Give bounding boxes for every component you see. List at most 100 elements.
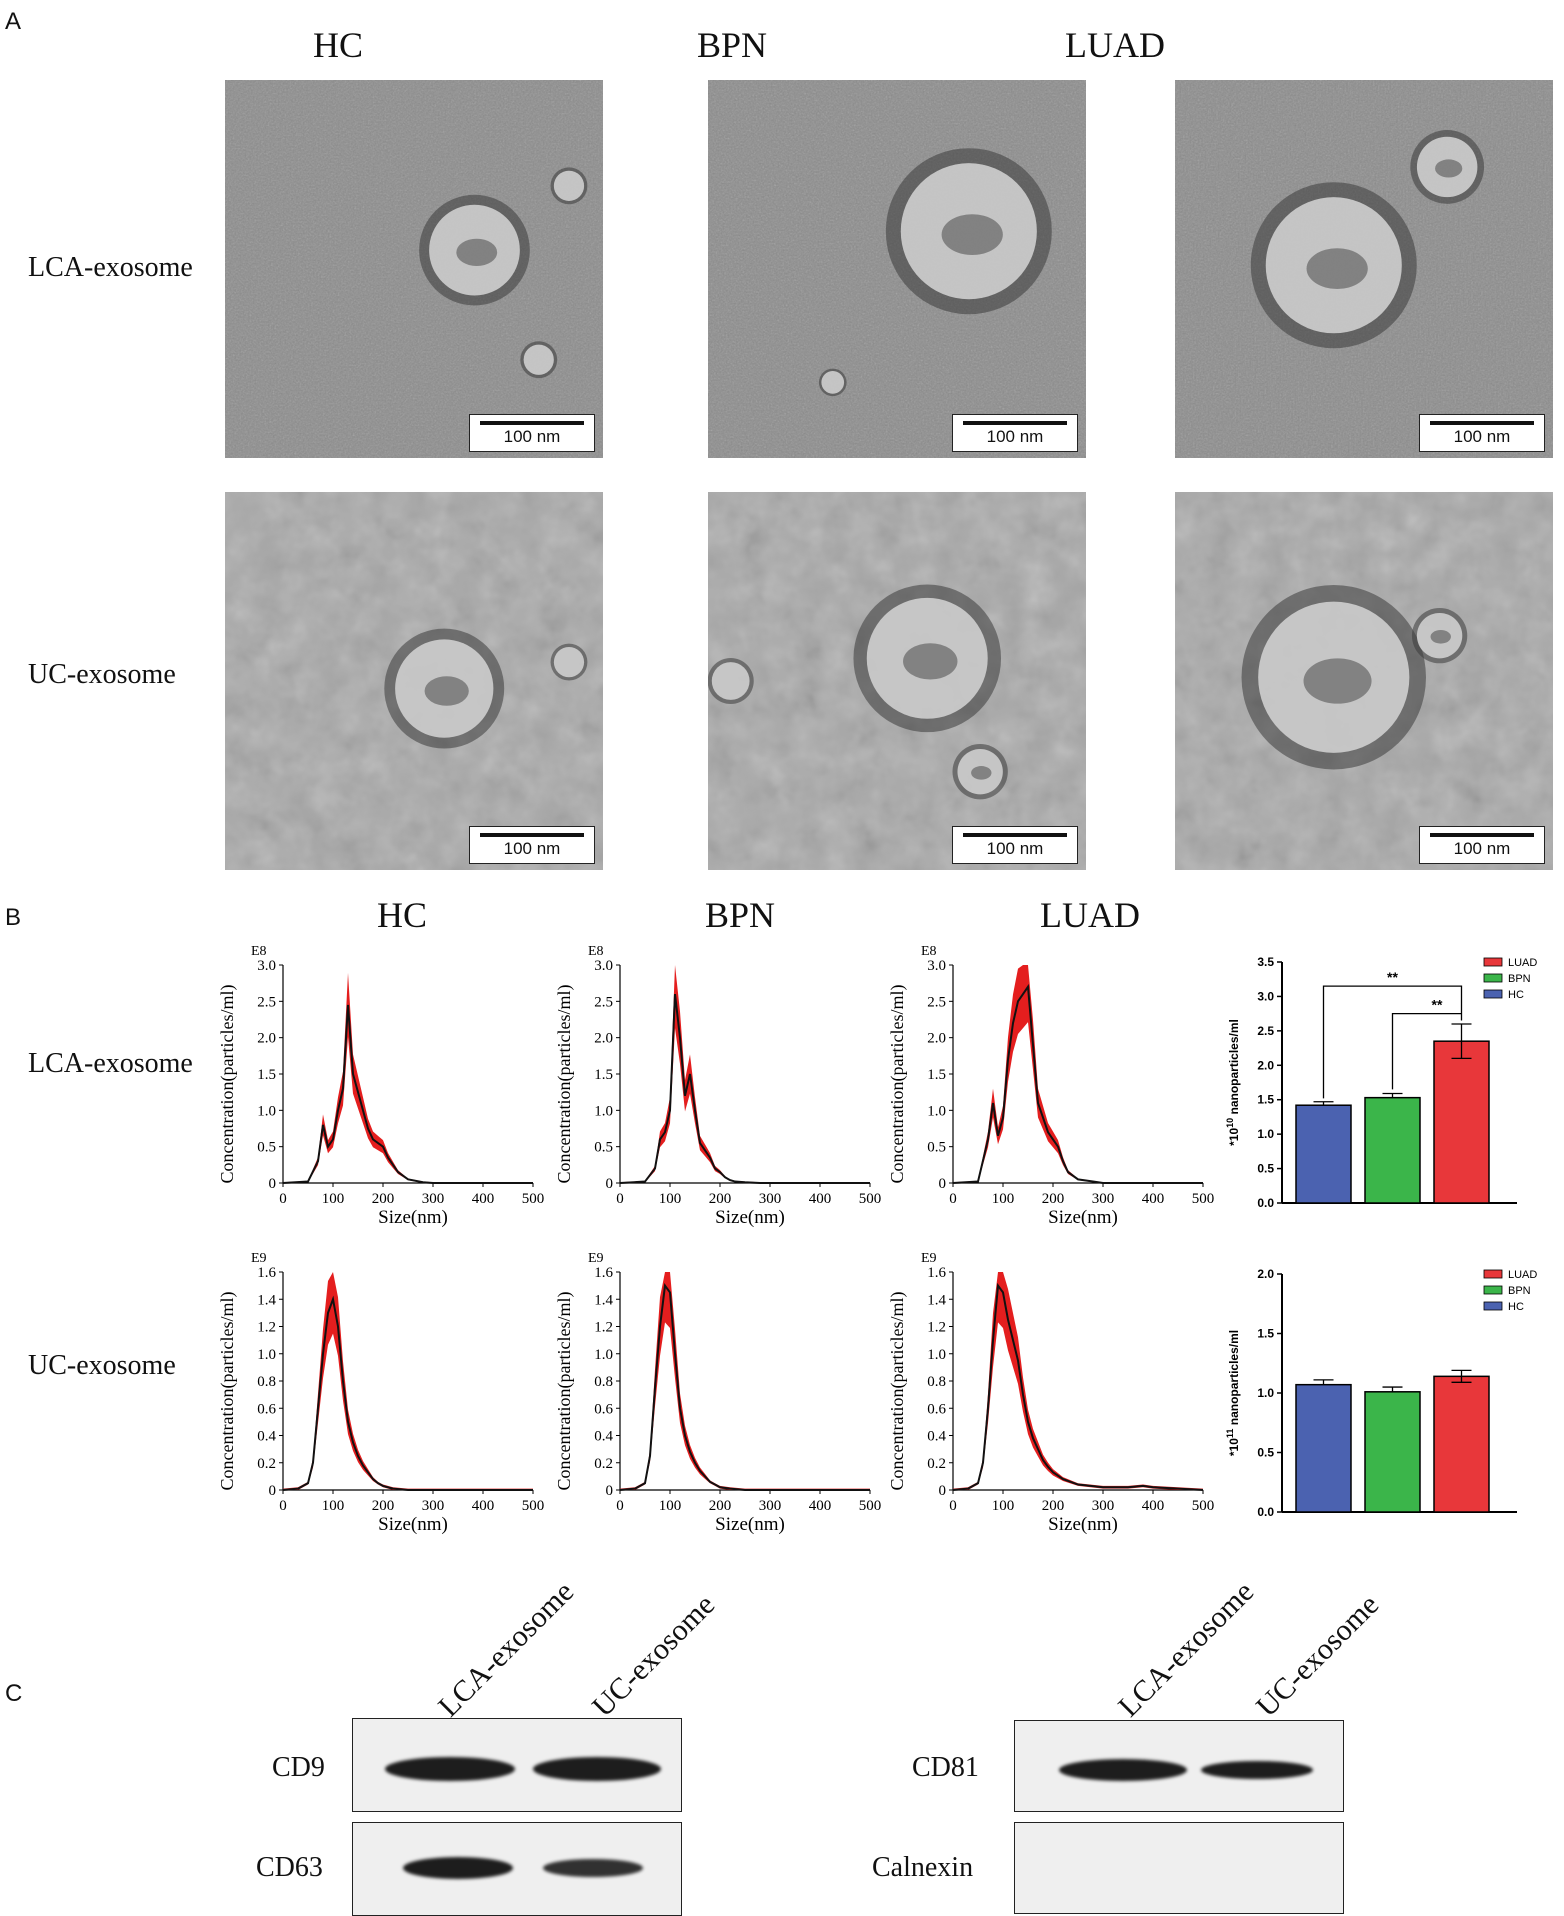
mean-curve (282, 1004, 533, 1184)
tem-image-lca-luad: 100 nm (1175, 80, 1553, 458)
wb-band-cd81-lca (1059, 1759, 1187, 1781)
y-exponent: E8 (251, 944, 267, 959)
significance-label: ** (1387, 969, 1398, 985)
x-tick-label: 200 (372, 1191, 395, 1207)
y-tick-label: 0 (269, 1483, 277, 1499)
x-tick-label: 400 (1142, 1498, 1165, 1514)
y-tick-label: 2.0 (594, 1031, 613, 1047)
x-tick-label: 0 (949, 1498, 957, 1514)
mean-curve (952, 1282, 1204, 1491)
x-axis-label: Size(nm) (378, 1207, 448, 1228)
x-tick-label: 400 (472, 1498, 495, 1514)
y-tick-label: 1.6 (927, 1265, 946, 1281)
bar-chart-uc: 0.0 0.5 1.0 1.5 2.0 *1011 nanoparticles/ml LUA… (1222, 1262, 1552, 1547)
tem-image-lca-bpn: 100 nm (708, 80, 1086, 458)
y-exponent: E9 (588, 1251, 604, 1266)
y-tick-label: 0.2 (257, 1456, 276, 1472)
y-tick-label: 1.5 (1257, 1327, 1274, 1341)
legend-swatch (1483, 957, 1503, 967)
nta-chart-uc-bpn: 0 0.2 0.4 0.6 0.8 1.0 1.2 1.4 1.6 0 100 200 300 400 50… (552, 1242, 882, 1547)
y-tick-label: 3.0 (594, 958, 613, 974)
y-tick-label: 2.0 (927, 1031, 946, 1047)
nta-chart-lca-bpn: 0 0.5 1.0 1.5 2.0 2.5 3.0 0 100 200 300 400 500 E8 Siz… (552, 935, 882, 1240)
x-tick-label: 300 (759, 1191, 782, 1207)
wb-band-cd9-uc (533, 1757, 661, 1781)
y-tick-label: 2.5 (257, 994, 276, 1010)
y-tick-label: 1.0 (927, 1103, 946, 1119)
y-tick-label: 1.5 (257, 1067, 276, 1083)
scale-bar: 100 nm (469, 414, 595, 452)
error-band (953, 1272, 1203, 1490)
tem-col-title-hc: HC (312, 25, 363, 65)
scale-bar-label: 100 nm (503, 839, 561, 858)
wb-band-cd9-lca (385, 1757, 515, 1781)
error-band (953, 965, 1203, 1183)
x-axis-label: Size(nm) (715, 1207, 785, 1228)
y-axis-label: Concentration(particles/ml) (887, 1292, 908, 1491)
significance-label: ** (1432, 997, 1443, 1013)
y-tick-label: 0.4 (594, 1429, 613, 1445)
nta-col-title-hc: HC (376, 895, 427, 935)
panel-label-c: C (5, 1680, 23, 1707)
tem-image-uc-hc: 100 nm (225, 492, 603, 870)
y-tick-label: 1.2 (594, 1320, 613, 1336)
wb-band-cd63-lca (403, 1857, 513, 1879)
y-axis-label: Concentration(particles/ml) (887, 985, 908, 1184)
x-tick-label: 100 (659, 1191, 682, 1207)
wb-band-cd63-uc (543, 1859, 643, 1877)
y-exponent: E8 (588, 944, 604, 959)
nta-chart-lca-luad: 0 0.5 1.0 1.5 2.0 2.5 3.0 0 100 200 300 400 500 E8 Siz… (885, 935, 1215, 1240)
y-tick-label: 0.8 (594, 1374, 613, 1390)
y-tick-label: 1.5 (927, 1067, 946, 1083)
y-exponent: E8 (921, 944, 937, 959)
y-tick-label: 1.5 (594, 1067, 613, 1083)
y-tick-label: 0 (606, 1176, 614, 1192)
y-tick-label: 0.6 (594, 1401, 613, 1417)
bar-bpn (1364, 1096, 1421, 1204)
mean-curve (619, 993, 870, 1184)
y-tick-label: 0.8 (927, 1374, 946, 1390)
y-tick-label: 0 (939, 1176, 947, 1192)
y-tick-label: 0.2 (927, 1456, 946, 1472)
y-axis-label: *1010 nanoparticles/ml (1225, 1019, 1241, 1146)
y-tick-label: 1.2 (257, 1320, 276, 1336)
x-axis-label: Size(nm) (378, 1514, 448, 1535)
nta-col-title-luad: LUAD (1040, 895, 1140, 935)
wb-blot-calnexin (1014, 1822, 1344, 1914)
x-tick-label: 400 (809, 1191, 832, 1207)
y-tick-label: 0.2 (594, 1456, 613, 1472)
y-tick-label: 0 (606, 1483, 614, 1499)
x-tick-label: 0 (279, 1498, 287, 1514)
tem-image-lca-hc: 100 nm (225, 80, 603, 458)
y-tick-label: 0.0 (1257, 1505, 1274, 1519)
y-tick-label: 3.0 (927, 958, 946, 974)
x-tick-label: 400 (809, 1498, 832, 1514)
legend-swatch (1483, 1269, 1503, 1279)
x-tick-label: 0 (616, 1498, 624, 1514)
y-tick-label: 1.0 (257, 1103, 276, 1119)
wb-blot-cd9 (352, 1718, 682, 1812)
legend-swatch (1483, 973, 1503, 983)
nta-row-label-lca: LCA-exosome (28, 1048, 193, 1079)
y-tick-label: 0.5 (927, 1140, 946, 1156)
scale-bar-label: 100 nm (986, 427, 1044, 446)
bar-hc (1295, 1383, 1352, 1513)
legend-label: HC (1508, 989, 1524, 1001)
legend-swatch (1483, 1285, 1503, 1295)
y-tick-label: 2.0 (257, 1031, 276, 1047)
x-tick-label: 500 (1192, 1498, 1215, 1514)
error-band (283, 972, 533, 1183)
legend-swatch (1483, 1301, 1503, 1311)
mean-curve (282, 1295, 533, 1491)
y-tick-label: 0.5 (594, 1140, 613, 1156)
y-axis-label: Concentration(particles/ml) (554, 985, 575, 1184)
scale-bar: 100 nm (952, 826, 1078, 864)
y-tick-label: 3.0 (1257, 989, 1274, 1003)
y-tick-label: 3.5 (1257, 955, 1274, 969)
scale-bar-label: 100 nm (503, 427, 561, 446)
mean-curve (619, 1282, 870, 1491)
x-tick-label: 100 (992, 1191, 1015, 1207)
x-axis-label: Size(nm) (1048, 1207, 1118, 1228)
wb-blot-cd81 (1014, 1720, 1344, 1812)
x-tick-label: 100 (322, 1498, 345, 1514)
